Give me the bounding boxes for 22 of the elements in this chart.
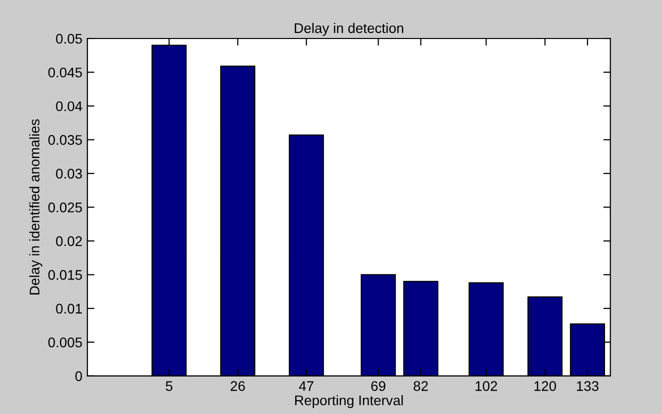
x-tick-label: 26 <box>230 381 245 391</box>
y-tick-label: 0.05 <box>56 34 82 44</box>
x-tick-label: 47 <box>298 381 314 391</box>
y-tick-label: 0.005 <box>48 338 82 348</box>
x-tick-label: 133 <box>576 381 598 391</box>
y-tick-label: 0 <box>75 371 82 382</box>
x-tick-label: 120 <box>534 381 556 391</box>
y-tick-label: 0.01 <box>56 304 82 314</box>
y-tick-label: 0.04 <box>56 101 82 112</box>
y-tick-label: 0.045 <box>48 68 82 78</box>
y-axis-title: Delay in identified anomalies <box>29 119 42 294</box>
x-tick-label: 82 <box>414 381 428 391</box>
x-tick-label: 69 <box>371 381 386 391</box>
y-tick-label: 0.025 <box>48 202 82 212</box>
x-tick-label: 102 <box>476 381 498 391</box>
y-tick-label: 0.02 <box>56 236 82 246</box>
y-tick-label: 0.03 <box>56 168 82 179</box>
y-tick-label: 0.015 <box>48 270 82 280</box>
x-axis-title: Reporting Interval <box>295 395 403 408</box>
y-tick-label: 0.035 <box>48 135 82 145</box>
chart-title: Delay in detection <box>294 22 404 36</box>
x-tick-label: 5 <box>166 381 172 391</box>
